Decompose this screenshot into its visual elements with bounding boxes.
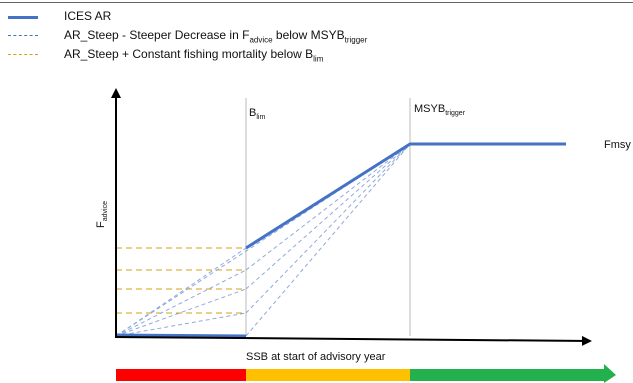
- steep-line: [115, 269, 247, 337]
- constant-f-lines: [116, 247, 246, 314]
- legend-label: AR_Steep - Steeper Decrease in Fadvice b…: [64, 28, 368, 45]
- zone-green: [410, 369, 604, 381]
- legend-swatch-blue-dashed: [8, 35, 38, 36]
- steep-line: [115, 143, 411, 337]
- steep-line: [245, 143, 411, 290]
- legend-entry-ices-ar: ICES AR: [0, 8, 600, 26]
- legend-swatch-solid: [8, 16, 38, 19]
- zone-red: [116, 369, 246, 381]
- y-axis-label: Fadvice: [95, 201, 109, 228]
- blim-label: Blim: [249, 107, 265, 121]
- steep-line: [115, 288, 247, 337]
- top-divider: [0, 2, 633, 3]
- steep-line: [245, 143, 411, 314]
- zone-arrow-head: [604, 364, 616, 383]
- steep-decrease-lines: [115, 143, 411, 337]
- steep-line: [115, 247, 247, 337]
- ices-ar-line: [245, 142, 566, 250]
- steep-line: [245, 143, 411, 337]
- legend-entry-ar-steep-constant: AR_Steep + Constant fishing mortality be…: [0, 46, 600, 64]
- zone-amber: [246, 369, 410, 381]
- steep-line: [115, 312, 247, 337]
- legend-swatch-orange-dashed: [8, 54, 38, 55]
- legend-entry-ar-steep: AR_Steep - Steeper Decrease in Fadvice b…: [0, 27, 600, 45]
- ices-ar-zero-segment: [115, 333, 247, 338]
- fmsy-label: Fmsy: [604, 139, 631, 151]
- msyb-trigger-label: MSYBtrigger: [414, 103, 466, 117]
- legend-label: AR_Steep + Constant fishing mortality be…: [64, 47, 324, 64]
- steep-line: [245, 143, 411, 271]
- x-axis: [114, 335, 592, 346]
- legend-label: ICES AR: [64, 9, 112, 23]
- status-zone-bar: [116, 364, 616, 383]
- x-axis-label: SSB at start of advisory year: [246, 351, 386, 363]
